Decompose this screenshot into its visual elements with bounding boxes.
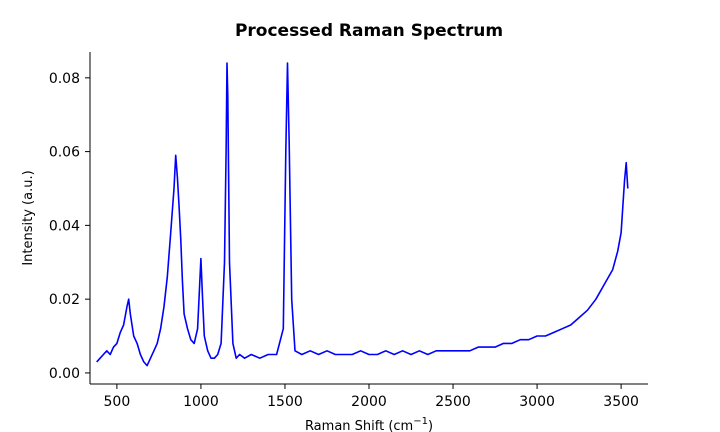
y-axis-label: Intensity (a.u.)	[21, 170, 36, 265]
series-line-spectrum	[96, 62, 629, 367]
x-tick-label: 500	[104, 394, 131, 410]
x-tick-label: 3500	[603, 394, 639, 410]
x-axis-label: Raman Shift (cm−1)	[305, 416, 433, 432]
x-tick-label: 1500	[267, 394, 303, 410]
x-axis-label-superscript: −1	[413, 416, 428, 427]
y-ticks: 0.00 0.02 0.04 0.06 0.08	[49, 71, 90, 382]
x-ticks: 500 1000 1500 2000 2500 3000 3500	[104, 384, 639, 410]
plot-area	[96, 62, 629, 367]
y-tick-label: 0.08	[49, 71, 80, 87]
y-tick-label: 0.00	[49, 366, 80, 382]
y-tick-label: 0.04	[49, 218, 80, 234]
x-axis-label-main: Raman Shift (cm	[305, 419, 413, 432]
y-tick-label: 0.06	[49, 145, 80, 161]
x-tick-label: 2000	[351, 394, 387, 410]
y-tick-label: 0.02	[49, 292, 80, 308]
x-tick-label: 3000	[519, 394, 555, 410]
chart-title: Processed Raman Spectrum	[235, 21, 503, 41]
x-tick-label: 1000	[183, 394, 219, 410]
x-axis-label-suffix: )	[428, 419, 433, 432]
x-tick-label: 2500	[435, 394, 471, 410]
